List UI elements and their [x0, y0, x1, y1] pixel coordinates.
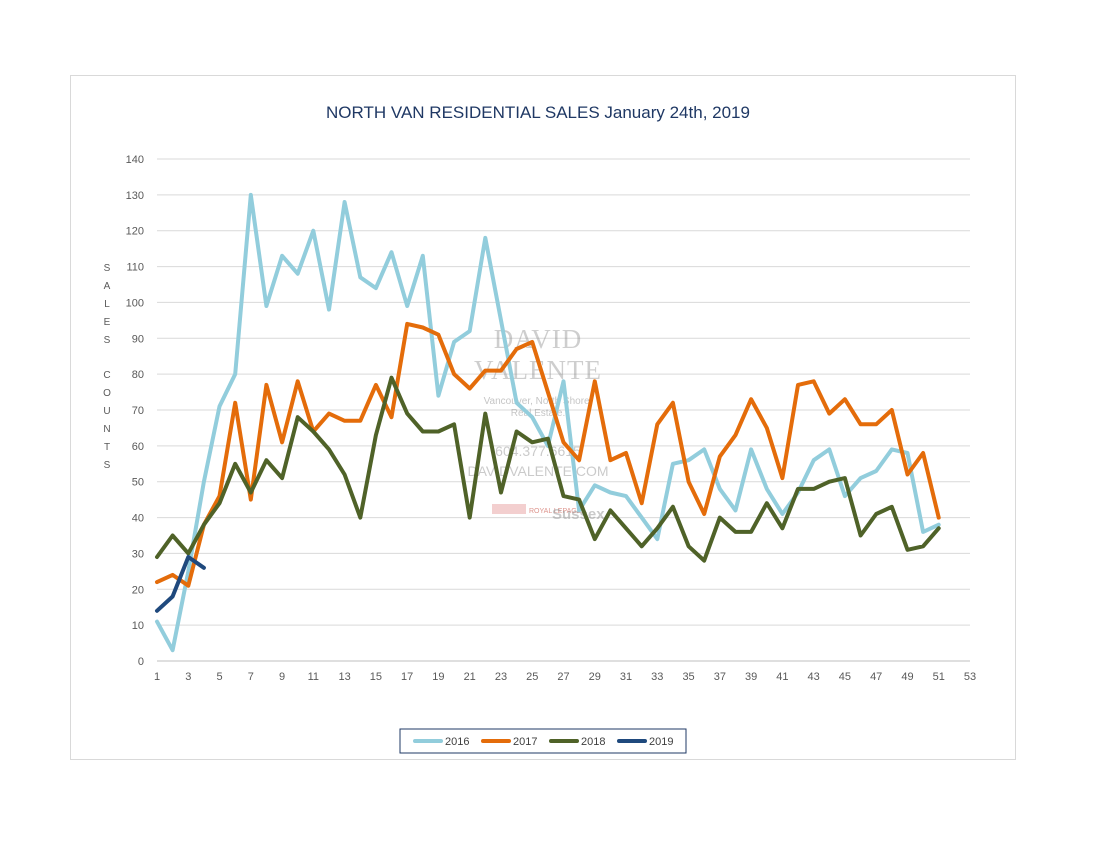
x-tick-label: 51 [933, 671, 945, 683]
series-line-2017 [155, 321, 941, 588]
y-label-letter: N [103, 424, 110, 435]
y-tick-label: 110 [126, 262, 144, 274]
y-tick-label: 140 [126, 154, 144, 166]
y-tick-label: 80 [132, 369, 144, 381]
y-label-letter: O [103, 388, 111, 399]
y-label-letter: E [104, 317, 111, 328]
x-tick-label: 29 [589, 671, 601, 683]
watermark-tagline2: Real Estate. [511, 408, 565, 419]
line-chart: NORTH VAN RESIDENTIAL SALES January 24th… [103, 103, 976, 754]
watermark-tagline1: Vancouver, North Shore, [484, 396, 593, 407]
x-tick-label: 7 [248, 671, 254, 683]
x-tick-label: 21 [464, 671, 476, 683]
legend-label-2017: 2017 [513, 736, 537, 748]
legend-label-2018: 2018 [581, 736, 605, 748]
y-tick-label: 100 [126, 297, 144, 309]
series-lines [155, 192, 941, 653]
watermark-brokerage-logo [492, 504, 526, 514]
x-tick-label: 33 [651, 671, 663, 683]
y-label-letter: S [104, 263, 111, 274]
series-line-2018 [155, 375, 941, 563]
x-tick-label: 45 [839, 671, 851, 683]
x-tick-label: 25 [526, 671, 538, 683]
x-tick-label: 53 [964, 671, 976, 683]
y-tick-label: 20 [132, 584, 144, 596]
x-tick-label: 41 [776, 671, 788, 683]
x-tick-label: 13 [338, 671, 350, 683]
x-tick-label: 43 [808, 671, 820, 683]
legend: 2016 2017 2018 2019 [399, 728, 687, 754]
x-tick-label: 9 [279, 671, 285, 683]
x-tick-label: 23 [495, 671, 507, 683]
y-label-letter: A [104, 281, 111, 292]
legend-label-2016: 2016 [445, 736, 469, 748]
x-axis-ticks: 1 3 5 7 9 11 13 15 17 19 21 23 25 27 29 31 33 35 37 39 41 43 4… [154, 671, 976, 683]
x-tick-label: 31 [620, 671, 632, 683]
watermark-website: DAVIDVALENTE.COM [467, 463, 608, 479]
x-tick-label: 35 [682, 671, 694, 683]
x-tick-label: 5 [216, 671, 222, 683]
x-tick-label: 47 [870, 671, 882, 683]
y-axis-ticks: 0 10 20 30 40 50 60 70 80 90 100 110 120 130 140 [126, 154, 144, 668]
x-tick-label: 39 [745, 671, 757, 683]
x-tick-label: 27 [557, 671, 569, 683]
x-tick-label: 15 [370, 671, 382, 683]
y-label-letter: U [103, 406, 110, 417]
series-line-2019 [155, 555, 206, 613]
y-tick-label: 90 [132, 333, 144, 345]
x-tick-label: 19 [432, 671, 444, 683]
x-tick-label: 1 [154, 671, 160, 683]
y-tick-label: 130 [126, 190, 144, 202]
y-tick-label: 40 [132, 513, 144, 525]
x-tick-label: 37 [714, 671, 726, 683]
x-tick-label: 3 [185, 671, 191, 683]
legend-label-2019: 2019 [649, 736, 673, 748]
series-line-2016 [155, 192, 941, 653]
y-tick-label: 60 [132, 441, 144, 453]
y-label-letter: T [104, 442, 110, 453]
chart-frame: NORTH VAN RESIDENTIAL SALES January 24th… [70, 75, 1016, 760]
watermark-brokerage: ROYAL LEPAGE [529, 508, 582, 515]
y-tick-label: 10 [132, 620, 144, 632]
y-tick-label: 0 [138, 656, 144, 668]
y-label-letter: S [104, 460, 111, 471]
y-label-letter: S [104, 335, 111, 346]
x-tick-label: 17 [401, 671, 413, 683]
watermark: DAVID VALENTE Vancouver, North Shore, Re… [467, 324, 608, 523]
chart-title: NORTH VAN RESIDENTIAL SALES January 24th… [326, 103, 750, 122]
watermark-phone: 604.377.6615 [495, 443, 581, 459]
x-tick-label: 11 [308, 671, 319, 683]
y-tick-label: 120 [126, 226, 144, 238]
y-label-letter: L [104, 299, 110, 310]
y-tick-label: 70 [132, 405, 144, 417]
x-tick-label: 49 [901, 671, 913, 683]
y-label-letter: C [103, 370, 110, 381]
y-tick-label: 50 [132, 477, 144, 489]
watermark-brand: Sussex [552, 506, 605, 523]
y-tick-label: 30 [132, 548, 144, 560]
